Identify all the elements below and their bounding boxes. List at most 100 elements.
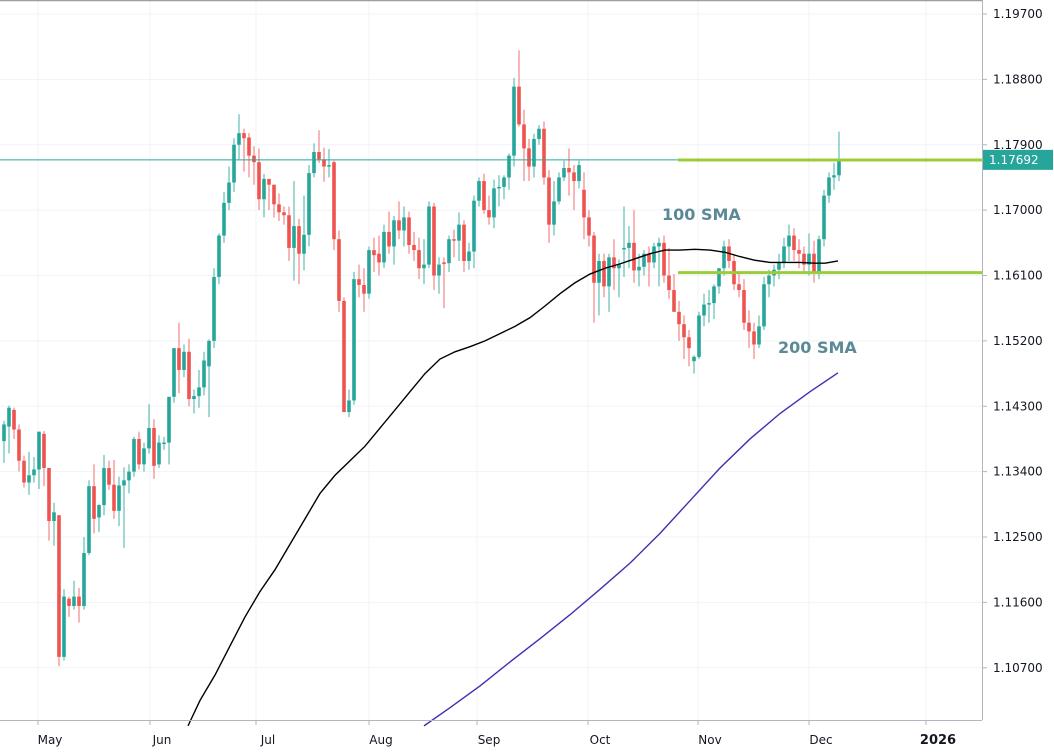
bullish-candle [302,195,306,271]
indicator-lines [0,158,982,727]
bearish-candle [387,211,391,254]
bearish-candle [152,419,156,479]
bullish-candle [767,269,771,298]
bullish-candle [552,181,556,236]
bearish-candle [272,184,276,218]
bearish-candle [77,587,81,623]
bullish-candle [642,250,646,276]
bearish-candle [482,173,486,214]
svg-text:1.17692: 1.17692 [989,153,1039,167]
bullish-candle [157,435,161,468]
bearish-candle [322,147,326,182]
bullish-candle [127,464,131,494]
bullish-candle [2,420,6,463]
bullish-candle [597,253,601,316]
bullish-candle [532,133,536,178]
time-axis[interactable]: May Jun Jul Aug Sep Oct Nov Dec 2026 [0,720,982,748]
bearish-candle [812,240,816,283]
y-tick-label: 1.13400 [993,465,1043,479]
y-tick-label: 1.16100 [993,269,1043,283]
y-tick-label: 1.10700 [993,661,1043,675]
bearish-candle [277,193,281,222]
bullish-candle [122,467,126,548]
bearish-candle [587,210,591,247]
bullish-candle [147,404,151,454]
bearish-candle [22,455,26,488]
bullish-candle [707,290,711,323]
bullish-candle [657,237,661,287]
bearish-candle [242,128,246,172]
bearish-candle [797,239,801,269]
price-axis[interactable]: 1.19700 1.18800 1.17900 1.17000 1.16100 1.152… [982,0,1053,720]
y-tick-label: 1.14300 [993,399,1043,413]
bullish-candle [757,315,761,349]
bullish-candle [692,355,696,374]
bullish-candle [262,173,266,218]
bullish-candle [782,237,786,269]
bearish-candle [362,268,366,312]
bearish-candle [12,407,16,439]
bearish-candle [137,431,141,470]
bearish-candle [417,237,421,280]
bullish-candle [117,476,121,527]
bullish-candle [207,339,211,418]
bearish-candle [592,231,596,323]
bearish-candle [337,230,341,312]
bearish-candle [17,424,21,472]
bearish-candle [742,279,746,330]
bearish-candle [452,229,456,258]
y-tick-label: 1.18800 [993,72,1043,86]
x-tick-label: 2026 [920,733,956,748]
bearish-candle [412,231,416,261]
bearish-candle [647,246,651,287]
bearish-candle [522,109,526,182]
bullish-candle [172,348,176,403]
bullish-candle [82,537,86,610]
bullish-candle [72,580,76,610]
bearish-candle [442,257,446,309]
bullish-candle [142,442,146,472]
200-sma-line[interactable] [423,372,839,727]
bearish-candle [567,148,571,196]
bullish-candle [787,224,791,261]
x-tick-label: Aug [369,733,392,747]
bearish-candle [372,237,376,272]
bearish-candle [612,239,616,291]
bearish-candle [177,322,181,394]
bullish-candle [822,189,826,247]
bullish-candle [367,246,371,299]
bearish-candle [107,460,111,490]
bullish-candle [497,175,501,207]
x-tick-label: Oct [590,733,611,747]
bullish-candle [227,166,231,211]
bearish-candle [582,172,586,240]
100-sma-line[interactable] [187,248,839,727]
bearish-candle [397,201,401,240]
bullish-candle [27,452,31,495]
bearish-candle [682,315,686,360]
bearish-candle [317,130,321,163]
bullish-candle [222,191,226,243]
bullish-candle [637,253,641,287]
bullish-candle [292,181,296,281]
bullish-candle [457,212,461,261]
last-price-tag: 1.17692 [983,149,1053,170]
bearish-candle [462,220,466,272]
bullish-candle [392,215,396,265]
bearish-candle [282,206,286,225]
bullish-candle [712,284,716,320]
bullish-candle [327,149,331,178]
bullish-candle [87,480,91,556]
bullish-candle [182,344,186,378]
bullish-candle [472,195,476,269]
bullish-candle [237,114,241,160]
bullish-candle [162,436,166,450]
bearish-candle [542,121,546,185]
bullish-candle [762,276,766,330]
bullish-candle [557,172,561,205]
bullish-candle [507,153,511,190]
bearish-candle [247,133,251,178]
bearish-candle [42,430,46,487]
